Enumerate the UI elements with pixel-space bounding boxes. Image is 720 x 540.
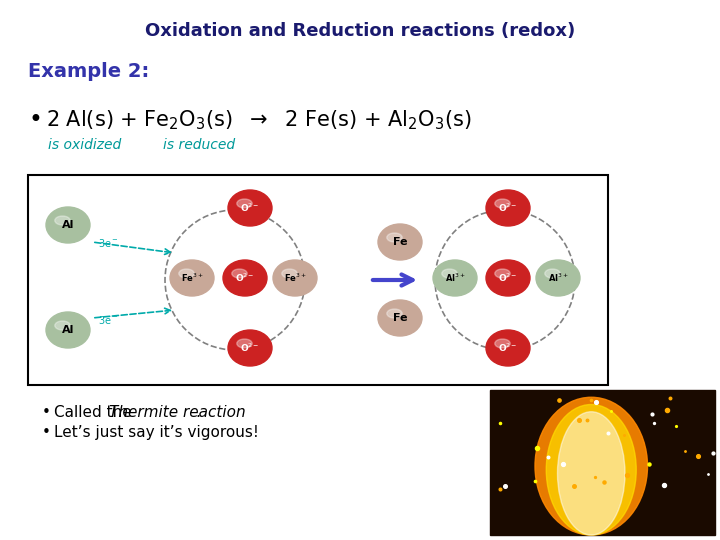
Ellipse shape [282, 269, 297, 278]
Ellipse shape [232, 269, 247, 278]
Text: 3e$^-$: 3e$^-$ [98, 237, 119, 249]
Text: •: • [42, 405, 51, 420]
Ellipse shape [442, 269, 457, 278]
Ellipse shape [378, 300, 422, 336]
Ellipse shape [387, 233, 402, 242]
Text: Fe: Fe [392, 237, 408, 247]
Text: Oxidation and Reduction reactions (redox): Oxidation and Reduction reactions (redox… [145, 22, 575, 40]
Text: Fe$^{3+}$: Fe$^{3+}$ [284, 272, 307, 284]
Ellipse shape [495, 269, 510, 278]
Text: O$^{2-}$: O$^{2-}$ [240, 202, 260, 214]
Ellipse shape [228, 330, 272, 366]
Ellipse shape [170, 260, 214, 296]
Text: O$^{2-}$: O$^{2-}$ [235, 272, 255, 284]
Ellipse shape [228, 190, 272, 226]
Text: Example 2:: Example 2: [28, 62, 149, 81]
Text: O$^{2-}$: O$^{2-}$ [240, 342, 260, 354]
Ellipse shape [546, 404, 636, 535]
Ellipse shape [46, 207, 90, 243]
Text: 2 Al(s) + Fe$_2$O$_3$(s)  $\rightarrow$  2 Fe(s) + Al$_2$O$_3$(s): 2 Al(s) + Fe$_2$O$_3$(s) $\rightarrow$ 2… [46, 108, 472, 132]
Text: Al: Al [62, 220, 74, 230]
Text: Thermite reaction: Thermite reaction [109, 405, 246, 420]
Ellipse shape [273, 260, 317, 296]
Text: Fe$^{3+}$: Fe$^{3+}$ [181, 272, 203, 284]
Ellipse shape [46, 312, 90, 348]
Ellipse shape [486, 190, 530, 226]
Text: •: • [42, 425, 51, 440]
Text: is reduced: is reduced [163, 138, 235, 152]
Text: Let’s just say it’s vigorous!: Let’s just say it’s vigorous! [54, 425, 259, 440]
Ellipse shape [433, 260, 477, 296]
Ellipse shape [536, 260, 580, 296]
Ellipse shape [495, 199, 510, 208]
Ellipse shape [557, 411, 625, 535]
Text: Fe: Fe [392, 313, 408, 323]
Ellipse shape [237, 339, 252, 348]
Text: is oxidized: is oxidized [48, 138, 121, 152]
Ellipse shape [495, 339, 510, 348]
Text: 3e$^-$: 3e$^-$ [98, 314, 119, 326]
Ellipse shape [387, 309, 402, 318]
Text: Al: Al [62, 325, 74, 335]
Ellipse shape [179, 269, 194, 278]
Ellipse shape [55, 321, 71, 330]
Bar [490, 390, 715, 535]
Text: O$^{2-}$: O$^{2-}$ [498, 272, 518, 284]
Ellipse shape [55, 216, 71, 225]
Ellipse shape [378, 224, 422, 260]
Text: .: . [195, 405, 200, 420]
Text: Al$^{3+}$: Al$^{3+}$ [548, 272, 568, 284]
Ellipse shape [237, 199, 252, 208]
Text: •: • [28, 108, 42, 132]
Text: Called the: Called the [54, 405, 137, 420]
Ellipse shape [486, 330, 530, 366]
Ellipse shape [545, 269, 560, 278]
Ellipse shape [535, 397, 647, 535]
Text: Al$^{3+}$: Al$^{3+}$ [445, 272, 465, 284]
Text: O$^{2-}$: O$^{2-}$ [498, 342, 518, 354]
Text: O$^{2-}$: O$^{2-}$ [498, 202, 518, 214]
Ellipse shape [223, 260, 267, 296]
FancyBboxPatch shape [28, 175, 608, 385]
Ellipse shape [486, 260, 530, 296]
